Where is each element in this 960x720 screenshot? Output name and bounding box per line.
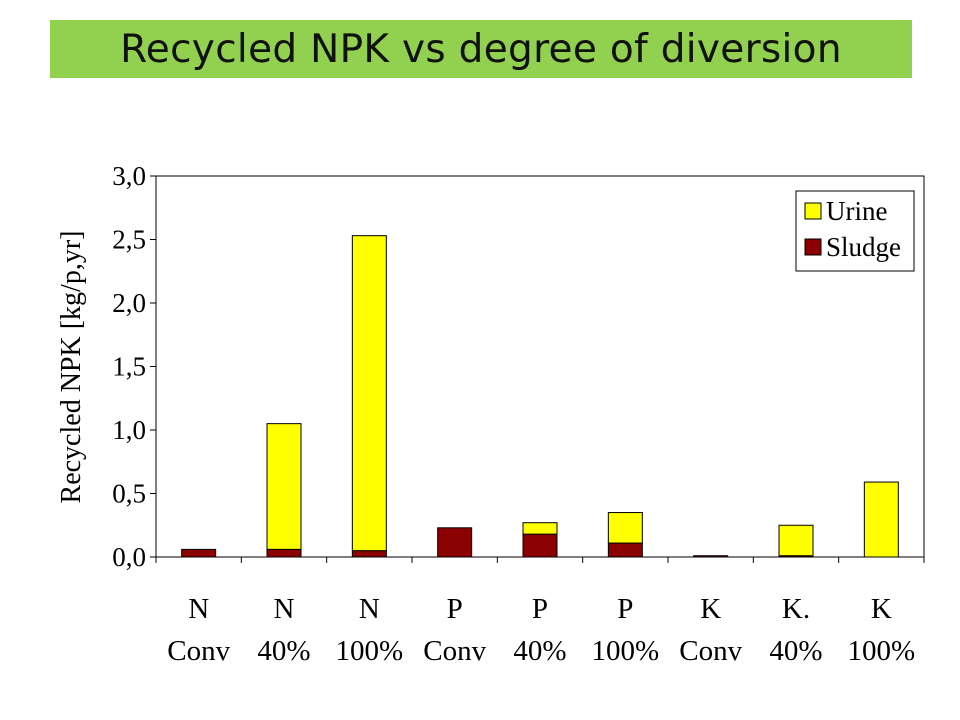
bar-urine (266, 423, 302, 550)
y-tick-label: 0,5 (112, 479, 146, 509)
y-tick-label: 0,0 (112, 542, 146, 572)
bar-sludge (437, 527, 473, 558)
x-tick-label-line1: K (700, 593, 721, 625)
bar-urine (351, 235, 387, 552)
x-tick-label-line2: 40% (513, 635, 566, 667)
slide-title: Recycled NPK vs degree of diversion (120, 26, 842, 72)
bar-sludge (266, 548, 302, 558)
x-tick-label-line1: K. (782, 593, 810, 625)
y-axis-label: Recycled NPK [kg/p,yr] (56, 231, 87, 504)
legend-swatch-urine (804, 202, 822, 220)
bar-sludge (607, 542, 643, 558)
bar-sludge (693, 555, 729, 558)
bar-urine (863, 481, 899, 558)
y-tick-label: 2,5 (112, 225, 146, 255)
legend-label-sludge: Sludge (826, 232, 901, 262)
x-tick-label-line1: K (871, 593, 892, 625)
x-tick-label-line1: P (617, 593, 633, 625)
y-tick-label: 3,0 (112, 161, 146, 191)
bar-sludge (522, 533, 558, 558)
legend: Urine Sludge (795, 190, 915, 272)
x-tick-label-line2: 100% (591, 635, 659, 667)
x-tick-label-line2: 40% (257, 635, 310, 667)
x-tick-label-line1: P (532, 593, 548, 625)
x-tick-label-line1: P (447, 593, 463, 625)
y-tick-label: 1,0 (112, 415, 146, 445)
x-tick-label-line2: Conv (679, 635, 742, 667)
bar-urine (778, 524, 814, 557)
y-tick-label: 1,5 (112, 352, 146, 382)
x-tick-label-line2: Conv (423, 635, 486, 667)
x-tick-label-line2: Conv (167, 635, 230, 667)
x-tick-label-line2: 100% (335, 635, 403, 667)
title-band: Recycled NPK vs degree of diversion (50, 20, 912, 78)
x-tick-label-line1: N (274, 593, 295, 625)
bar-sludge (351, 550, 387, 558)
bars (181, 235, 899, 558)
legend-label-urine: Urine (826, 196, 887, 226)
bar-urine (522, 522, 558, 535)
bar-urine (607, 512, 643, 544)
y-axis-label-group: Recycled NPK [kg/p,yr] (56, 231, 87, 504)
tick-labels: 0,0 0,5 1,0 1,5 2,0 2,5 3,0 N Conv N 40% N 100% P Conv… (112, 161, 915, 667)
x-tick-label-line2: 100% (847, 635, 915, 667)
y-tick-label: 2,0 (112, 288, 146, 318)
x-tick-label-line1: N (188, 593, 209, 625)
bar-sludge (181, 548, 217, 558)
x-tick-label-line2: 40% (769, 635, 822, 667)
legend-swatch-sludge (804, 238, 822, 256)
x-tick-label-line1: N (359, 593, 380, 625)
